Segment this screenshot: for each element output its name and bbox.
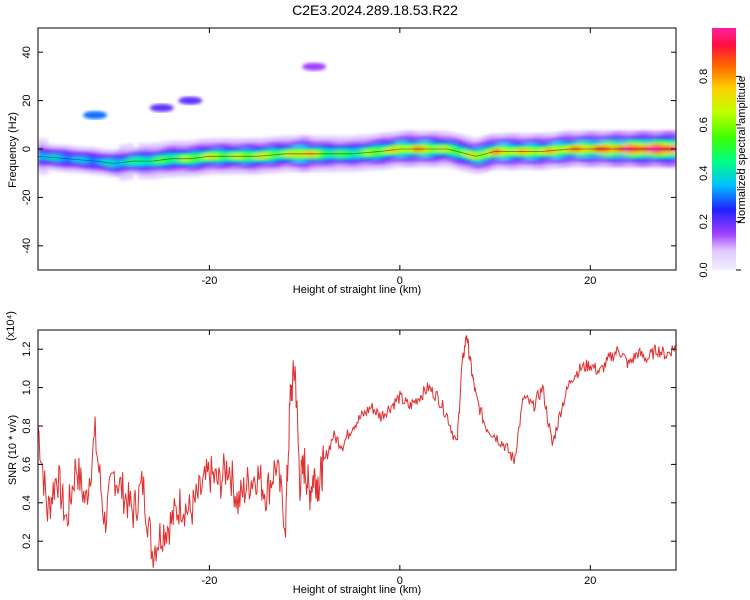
spectrogram-x-label: Height of straight line (km) xyxy=(293,284,421,296)
colorbar-tick-label: 0.8 xyxy=(698,69,710,84)
colorbar-gradient xyxy=(712,28,736,270)
spectrogram-ridge-line xyxy=(38,148,676,164)
snr-x-label: Height of straight line (km) xyxy=(293,584,421,596)
spectrogram-x-tick-label: 0 xyxy=(397,275,403,287)
spectrogram-y-tick-label: 40 xyxy=(21,46,33,58)
spectrogram-blob xyxy=(302,62,327,71)
spectrogram-y-ticks: 40 20 0 -20 -40 xyxy=(21,46,676,254)
spectrogram-blob xyxy=(178,96,203,105)
spectrogram-y-tick-label: 20 xyxy=(21,94,33,106)
spectrogram-panel: -20 0 20 40 20 0 -20 -40 Height of straight li… xyxy=(7,27,677,296)
colorbar-tick-label: 0.4 xyxy=(698,166,710,181)
spectrogram-y-tick-label: 0 xyxy=(21,146,33,152)
snr-frame xyxy=(37,329,677,571)
spectrogram-heatmap xyxy=(38,62,676,181)
snr-y-tick-label: 0.2 xyxy=(21,534,33,549)
snr-panel: -20 0 20 0.2 0.4 0.6 0.8 1.0 1.2 Height of stra… xyxy=(5,311,677,596)
spectrogram-x-tick-label: -20 xyxy=(201,275,217,287)
snr-y-tick-label: 0.6 xyxy=(21,457,33,472)
colorbar-label: Normalized spectral amplitude xyxy=(736,76,748,224)
spectrogram-y-tick-label: -20 xyxy=(21,189,33,205)
colorbar-tick-label: 0.6 xyxy=(698,117,710,132)
spectrogram-x-ticks: -20 0 20 xyxy=(201,28,596,287)
spectrogram-y-label: Frequency (Hz) xyxy=(7,112,19,188)
snr-y-multiplier: (x10⁴) xyxy=(5,311,17,341)
colorbar: 0.0 0.2 0.4 0.6 0.8 Normalized spectral ampl… xyxy=(698,28,748,278)
colorbar-tick-label: 0.0 xyxy=(698,262,710,277)
snr-x-tick-label: 20 xyxy=(584,575,596,587)
snr-y-tick-label: 0.8 xyxy=(21,418,33,433)
spectrogram-bands xyxy=(38,130,676,181)
colorbar-ticks: 0.0 0.2 0.4 0.6 0.8 xyxy=(698,69,741,278)
spectrogram-y-tick-label: -40 xyxy=(21,238,33,254)
snr-y-label: SNR (10 * v/v) xyxy=(7,415,19,485)
spectrogram-blob xyxy=(149,103,174,112)
snr-series-line xyxy=(38,335,676,568)
snr-y-tick-label: 1.0 xyxy=(21,380,33,395)
snr-y-tick-label: 0.4 xyxy=(21,495,33,510)
chart-title: C2E3.2024.289.18.53.R22 xyxy=(292,2,458,18)
snr-y-tick-label: 1.2 xyxy=(21,342,33,357)
snr-x-tick-label: -20 xyxy=(201,575,217,587)
colorbar-tick-label: 0.2 xyxy=(698,214,710,229)
spectrogram-x-tick-label: 20 xyxy=(584,275,596,287)
snr-y-ticks: 0.2 0.4 0.6 0.8 1.0 1.2 xyxy=(21,342,676,549)
spectrogram-blob xyxy=(83,111,108,120)
snr-x-ticks: -20 0 20 xyxy=(201,330,596,587)
snr-x-tick-label: 0 xyxy=(397,575,403,587)
